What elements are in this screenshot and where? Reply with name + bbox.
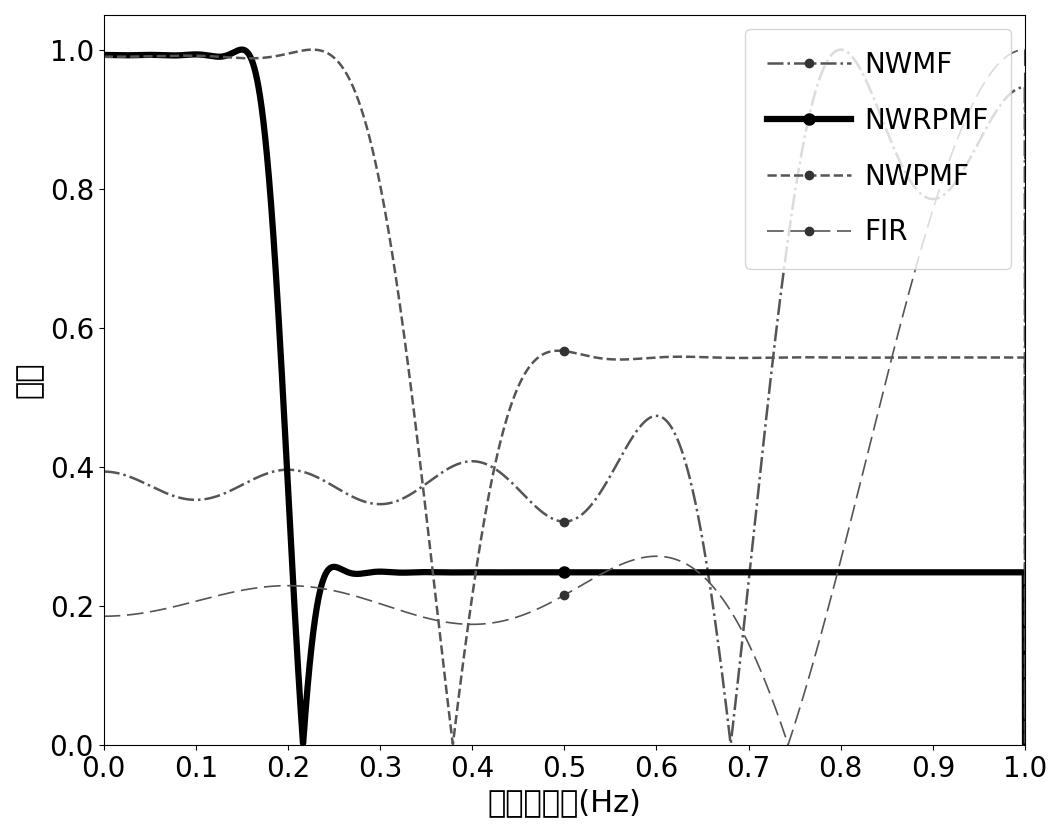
NWMF bbox=[535, 507, 548, 517]
NWMF bbox=[991, 105, 1004, 115]
Line: FIR: FIR bbox=[100, 46, 1029, 749]
NWRPMF bbox=[236, 45, 249, 55]
X-axis label: 归一化频率(Hz): 归一化频率(Hz) bbox=[487, 788, 641, 817]
NWRPMF bbox=[1018, 740, 1031, 750]
NWRPMF bbox=[492, 567, 504, 577]
NWPMF bbox=[492, 445, 504, 455]
NWPMF bbox=[767, 353, 780, 363]
Line: NWRPMF: NWRPMF bbox=[98, 44, 1030, 750]
FIR bbox=[98, 612, 110, 622]
NWMF bbox=[98, 467, 110, 477]
FIR bbox=[535, 602, 548, 612]
Legend: NWMF, NWRPMF, NWPMF, FIR: NWMF, NWRPMF, NWPMF, FIR bbox=[746, 29, 1011, 269]
NWPMF bbox=[484, 479, 497, 489]
FIR bbox=[990, 61, 1003, 71]
NWPMF bbox=[306, 45, 319, 55]
NWRPMF bbox=[484, 567, 497, 577]
NWRPMF bbox=[767, 567, 780, 577]
NWPMF bbox=[535, 350, 548, 360]
NWMF bbox=[484, 461, 497, 471]
NWMF bbox=[835, 45, 847, 55]
Line: NWPMF: NWPMF bbox=[100, 46, 1029, 749]
Y-axis label: 幅値: 幅値 bbox=[15, 362, 44, 399]
NWPMF bbox=[1018, 740, 1031, 750]
NWMF bbox=[1018, 740, 1031, 750]
NWPMF bbox=[991, 353, 1004, 363]
Line: NWMF: NWMF bbox=[100, 46, 1029, 749]
NWPMF bbox=[98, 52, 110, 62]
FIR bbox=[1018, 740, 1031, 750]
FIR bbox=[1018, 45, 1031, 55]
FIR bbox=[944, 151, 957, 161]
NWMF bbox=[767, 354, 780, 364]
FIR bbox=[767, 696, 780, 706]
FIR bbox=[484, 618, 497, 628]
NWRPMF bbox=[991, 567, 1004, 577]
NWRPMF bbox=[944, 567, 957, 577]
NWPMF bbox=[944, 353, 957, 363]
NWMF bbox=[944, 183, 957, 193]
NWRPMF bbox=[535, 567, 548, 577]
NWRPMF bbox=[98, 50, 110, 60]
NWMF bbox=[492, 466, 504, 476]
FIR bbox=[492, 617, 504, 627]
